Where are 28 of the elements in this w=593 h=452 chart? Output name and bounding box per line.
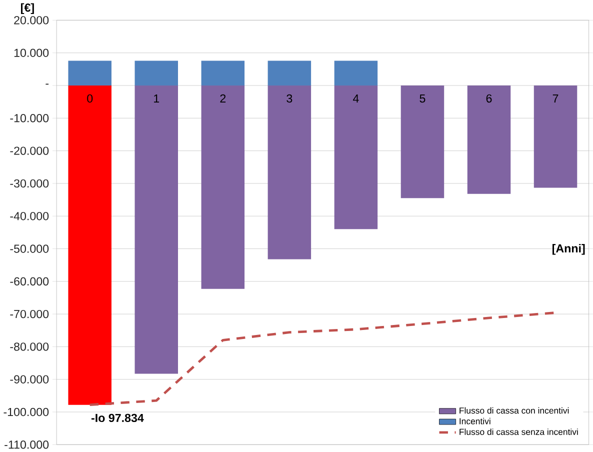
y-tick-label: -90.000	[10, 375, 49, 384]
y-tick-label: 20.000	[14, 16, 49, 24]
legend-label: Flusso di cassa senza incentivi	[460, 428, 578, 435]
y-tick-label: 10.000	[14, 48, 49, 57]
y-tick-label: -70.000	[10, 310, 49, 318]
y-tick-label: -60.000	[10, 277, 49, 286]
annotation: -Io 97.834	[91, 414, 144, 422]
x-tick-label: 0	[87, 94, 93, 103]
y-tick-label: -50.000	[10, 244, 49, 253]
y-tick-label: -30.000	[10, 179, 49, 188]
y-tick-label: -110.000	[4, 440, 49, 449]
x-tick-label: 7	[552, 94, 558, 102]
legend-label: Incentivi	[460, 418, 490, 424]
y-tick-label: -	[46, 84, 49, 85]
y-tick-label: -100.000	[4, 408, 49, 416]
y-tick-label: -40.000	[10, 212, 49, 220]
y-tick-label: -10.000	[10, 114, 49, 122]
x-tick-label: 4	[352, 94, 359, 102]
x-tick-label: 6	[486, 94, 492, 103]
y-tick-label: -20.000	[10, 146, 49, 155]
legend-label: Flusso di cassa con incentivi	[460, 407, 569, 414]
x-tick-label: 5	[420, 94, 426, 103]
x-tick-label: 3	[286, 94, 292, 103]
y-axis-title: [€]	[21, 3, 34, 14]
x-axis-title: [Anni]	[552, 244, 585, 255]
x-tick-label: 2	[220, 94, 226, 102]
x-tick-label: 1	[154, 94, 160, 102]
y-tick-label: -80.000	[10, 342, 49, 351]
